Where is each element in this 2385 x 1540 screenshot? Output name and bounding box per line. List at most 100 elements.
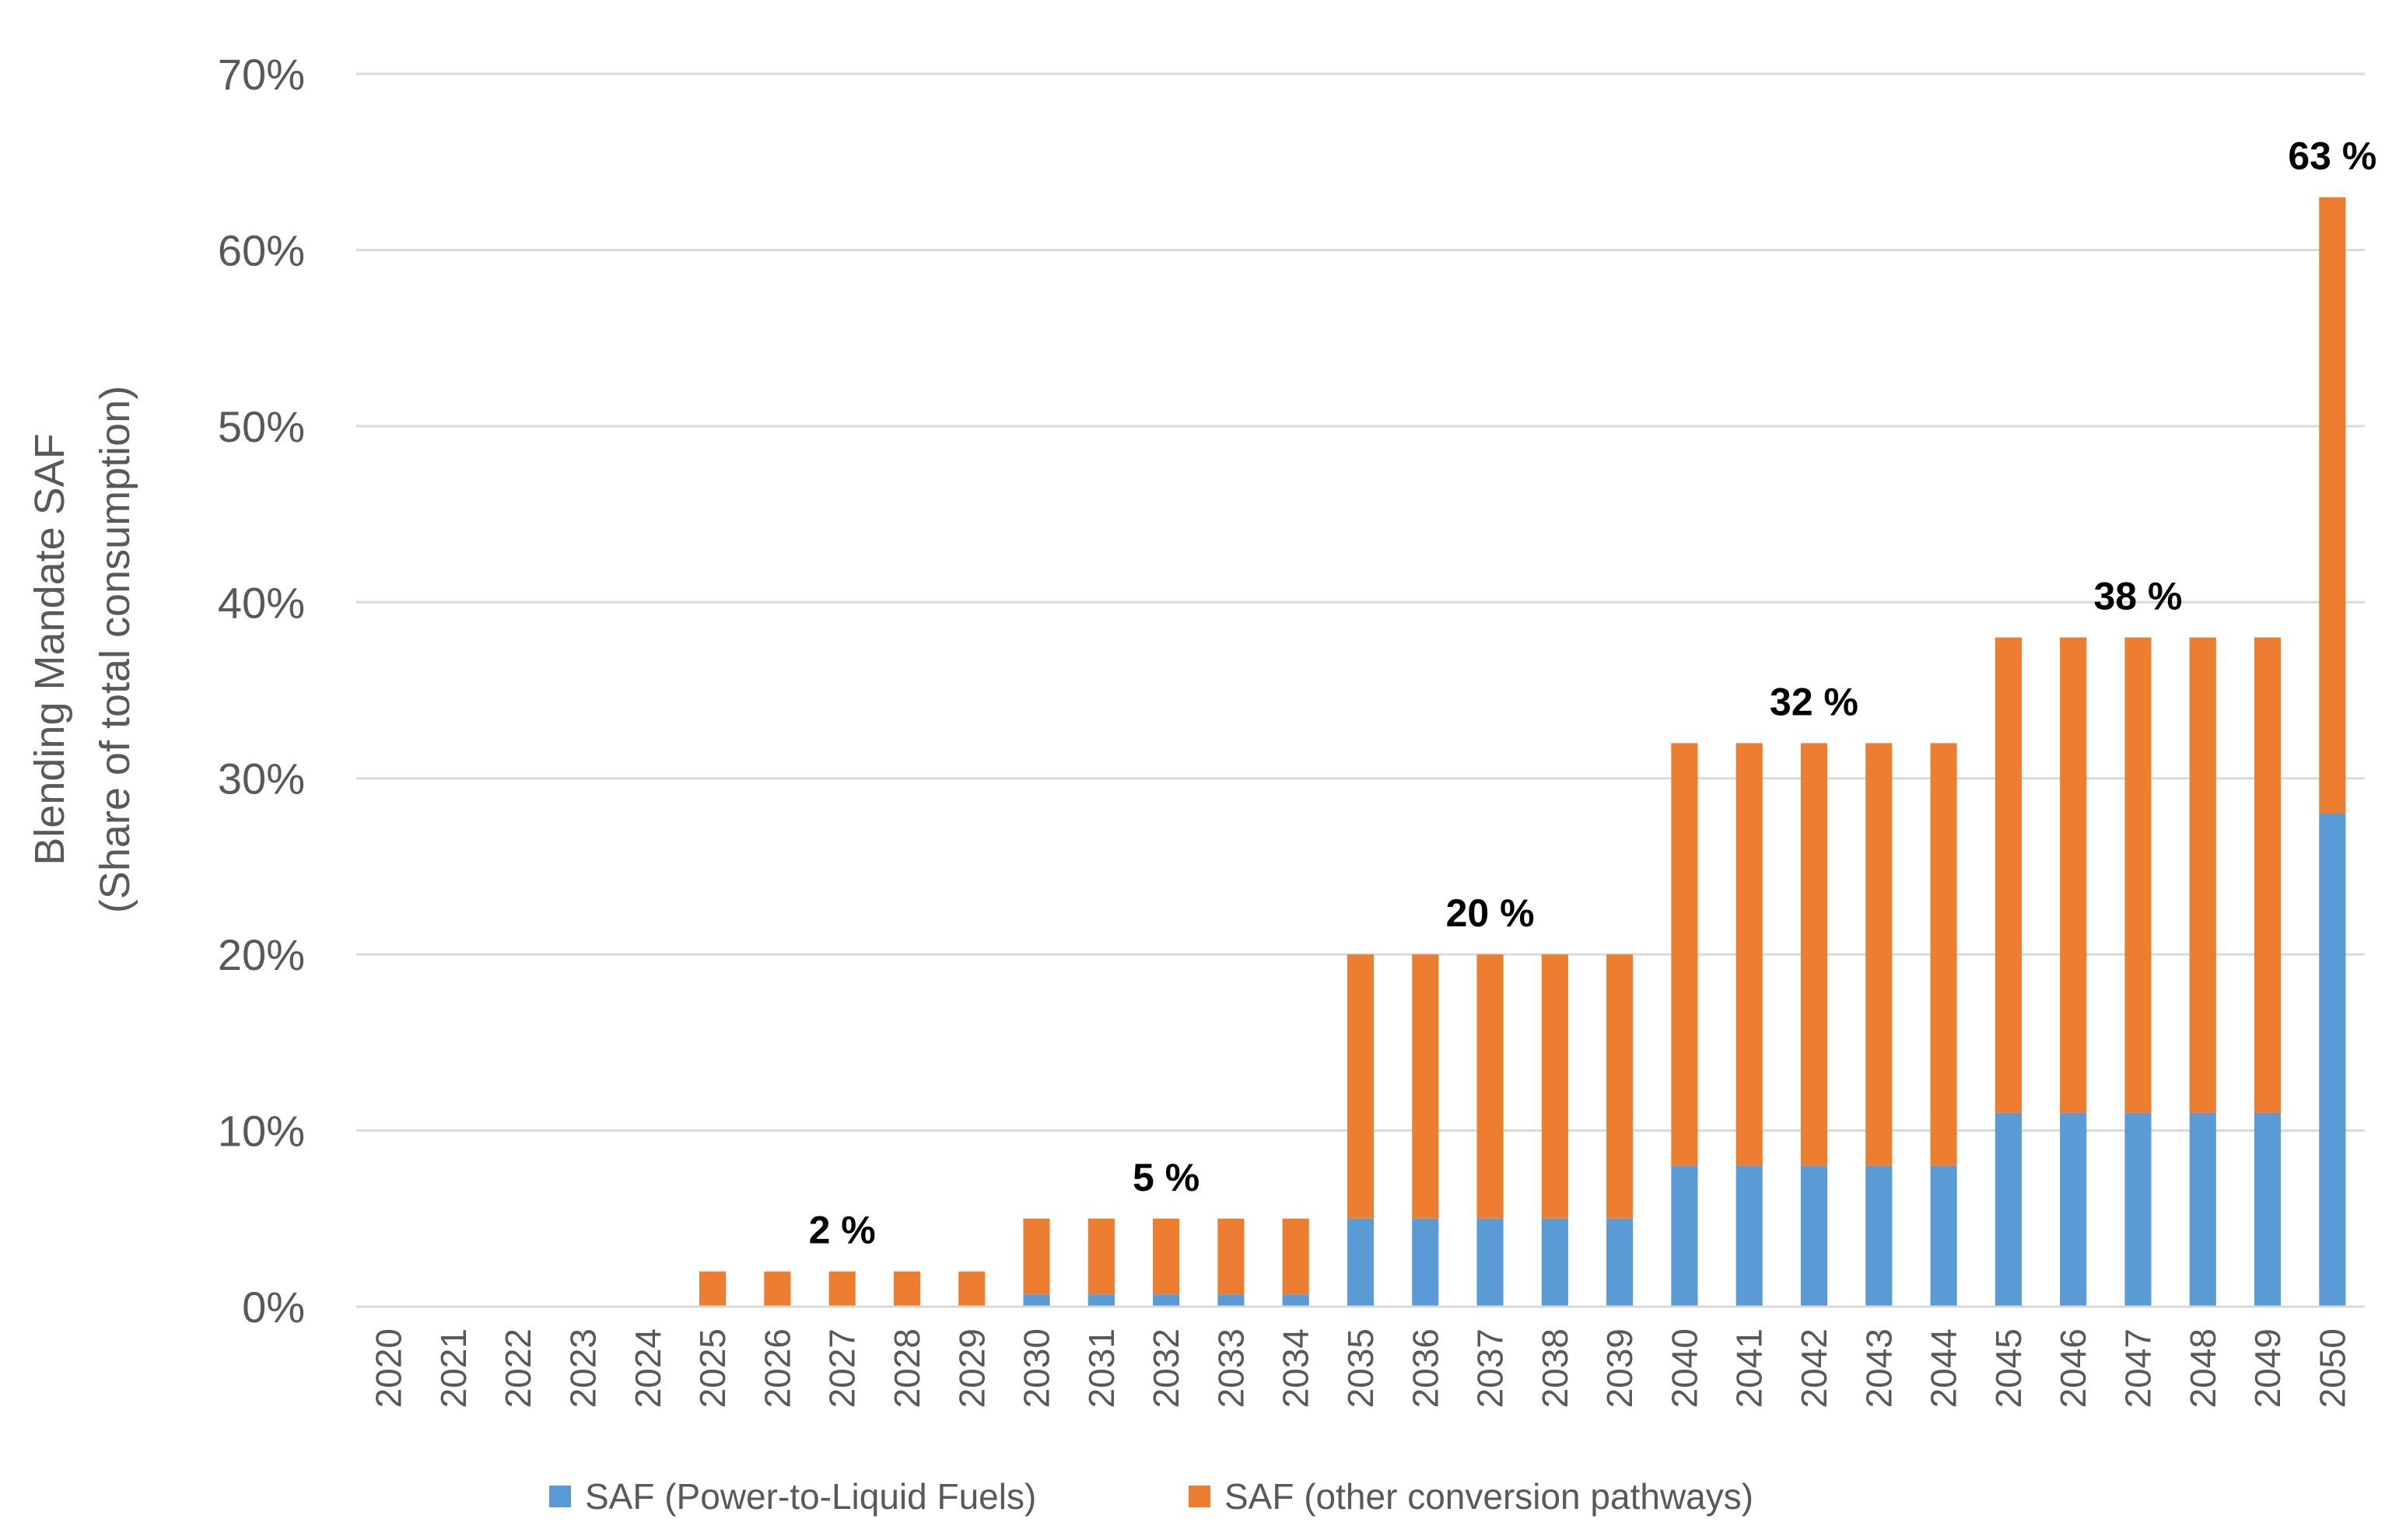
legend-label-other-pathways: SAF (other conversion pathways)	[1224, 1476, 1753, 1517]
bar-other-pathways-2049	[2254, 637, 2282, 1113]
annotation-total: 38 %	[2093, 575, 2182, 618]
y-tick-label: 40%	[218, 578, 305, 627]
bar-other-pathways-2041	[1735, 743, 1763, 1166]
x-tick-label: 2037	[1470, 1328, 1511, 1408]
bar-power-to-liquid-2049	[2254, 1112, 2282, 1307]
bar-power-to-liquid-2040	[1671, 1165, 1698, 1307]
y-axis-title: Blending Mandate SAF (Share of total con…	[26, 386, 138, 913]
y-axis-title-line2: (Share of total consumption)	[92, 386, 138, 913]
bar-other-pathways-2048	[2189, 637, 2216, 1113]
bar-power-to-liquid-2050	[2319, 814, 2346, 1307]
bar-power-to-liquid-2033	[1217, 1294, 1245, 1307]
bar-other-pathways-2033	[1217, 1218, 1245, 1295]
x-tick-label: 2048	[2183, 1328, 2223, 1408]
bar-power-to-liquid-2035	[1347, 1218, 1375, 1307]
x-tick-label: 2027	[822, 1328, 863, 1408]
x-tick-label: 2029	[951, 1328, 992, 1408]
bar-power-to-liquid-2038	[1541, 1218, 1568, 1307]
bar-other-pathways-2034	[1282, 1218, 1309, 1295]
legend-swatch-power-to-liquid	[549, 1486, 571, 1507]
annotation-total: 2 %	[809, 1209, 876, 1252]
annotation-total: 20 %	[1446, 891, 1535, 935]
bar-other-pathways-2027	[828, 1271, 856, 1307]
x-tick-label: 2026	[757, 1328, 797, 1408]
bar-other-pathways-2040	[1671, 743, 1698, 1166]
x-tick-label: 2045	[1988, 1328, 2029, 1408]
x-tick-label: 2031	[1081, 1328, 1122, 1408]
x-tick-label: 2034	[1276, 1328, 1316, 1408]
x-tick-label: 2020	[369, 1328, 409, 1408]
bar-other-pathways-2043	[1865, 743, 1893, 1166]
x-tick-label: 2023	[563, 1328, 604, 1408]
bar-other-pathways-2050	[2319, 197, 2346, 814]
legend: SAF (Power-to-Liquid Fuels) SAF (other c…	[549, 1476, 1753, 1517]
x-tick-label: 2043	[1858, 1328, 1899, 1408]
x-tick-label: 2033	[1210, 1328, 1251, 1408]
x-tick-label: 2049	[2247, 1328, 2288, 1408]
x-tick-label: 2028	[887, 1328, 927, 1408]
bar-other-pathways-2038	[1541, 954, 1568, 1219]
legend-label-power-to-liquid: SAF (Power-to-Liquid Fuels)	[585, 1476, 1036, 1517]
bar-other-pathways-2035	[1347, 954, 1375, 1219]
x-tick-label: 2041	[1729, 1328, 1770, 1408]
bar-other-pathways-2046	[2060, 637, 2087, 1113]
bar-other-pathways-2037	[1476, 954, 1504, 1219]
bar-power-to-liquid-2032	[1153, 1294, 1180, 1307]
bar-power-to-liquid-2043	[1865, 1165, 1893, 1307]
bar-power-to-liquid-2042	[1800, 1165, 1828, 1307]
bar-other-pathways-2032	[1153, 1218, 1180, 1295]
bar-power-to-liquid-2044	[1930, 1165, 1957, 1307]
bar-other-pathways-2031	[1087, 1218, 1115, 1295]
total-annotations: 2 % 5 % 20 % 32 % 38 % 63 %	[809, 135, 2377, 1252]
y-tick-label: 20%	[218, 930, 305, 979]
bar-other-pathways-2028	[893, 1271, 921, 1307]
bar-other-pathways-2045	[1995, 637, 2022, 1113]
x-tick-label: 2050	[2312, 1328, 2352, 1408]
x-tick-label: 2046	[2053, 1328, 2093, 1408]
x-tick-label: 2035	[1340, 1328, 1381, 1408]
bar-power-to-liquid-2047	[2124, 1112, 2152, 1307]
bar-power-to-liquid-2030	[1023, 1294, 1050, 1307]
x-tick-label: 2032	[1146, 1328, 1186, 1408]
gridlines	[356, 72, 2365, 1132]
x-tick-label: 2047	[2117, 1328, 2158, 1408]
x-axis-ticks: 2020 2021 2022 2023 2024 2025 2026 2027 2028 2029…	[369, 1328, 2353, 1408]
bar-power-to-liquid-2041	[1735, 1165, 1763, 1307]
legend-swatch-other-pathways	[1189, 1486, 1210, 1507]
x-tick-label: 2021	[433, 1328, 474, 1408]
bar-power-to-liquid-2048	[2189, 1112, 2216, 1307]
x-tick-label: 2040	[1664, 1328, 1704, 1408]
bar-other-pathways-2025	[699, 1271, 727, 1307]
bar-power-to-liquid-2037	[1476, 1218, 1504, 1307]
bar-series	[699, 197, 2346, 1307]
y-axis-title-line1: Blending Mandate SAF	[26, 433, 73, 865]
bar-other-pathways-2036	[1412, 954, 1439, 1219]
bar-other-pathways-2039	[1606, 954, 1634, 1219]
bar-power-to-liquid-2036	[1412, 1218, 1439, 1307]
bar-other-pathways-2030	[1023, 1218, 1050, 1295]
y-tick-label: 70%	[218, 50, 305, 99]
x-tick-label: 2044	[1924, 1328, 1964, 1408]
annotation-total: 32 %	[1770, 680, 1858, 723]
y-tick-label: 30%	[218, 754, 305, 803]
x-tick-label: 2025	[692, 1328, 733, 1408]
y-tick-label: 60%	[218, 226, 305, 275]
x-tick-label: 2024	[628, 1328, 668, 1408]
bar-power-to-liquid-2034	[1282, 1294, 1309, 1307]
bar-power-to-liquid-2031	[1087, 1294, 1115, 1307]
annotation-total: 63 %	[2288, 135, 2376, 178]
y-tick-label: 10%	[218, 1107, 305, 1156]
y-axis-ticks: 0% 10% 20% 30% 40% 50% 60% 70%	[218, 50, 305, 1332]
y-tick-label: 0%	[242, 1283, 305, 1332]
bar-other-pathways-2029	[958, 1271, 986, 1307]
x-tick-label: 2038	[1535, 1328, 1575, 1408]
y-tick-label: 50%	[218, 402, 305, 451]
bar-other-pathways-2047	[2124, 637, 2152, 1113]
x-tick-label: 2042	[1794, 1328, 1834, 1408]
x-tick-label: 2036	[1405, 1328, 1445, 1408]
x-tick-label: 2039	[1599, 1328, 1640, 1408]
bar-power-to-liquid-2039	[1606, 1218, 1634, 1307]
annotation-total: 5 %	[1133, 1156, 1200, 1199]
bar-power-to-liquid-2046	[2060, 1112, 2087, 1307]
